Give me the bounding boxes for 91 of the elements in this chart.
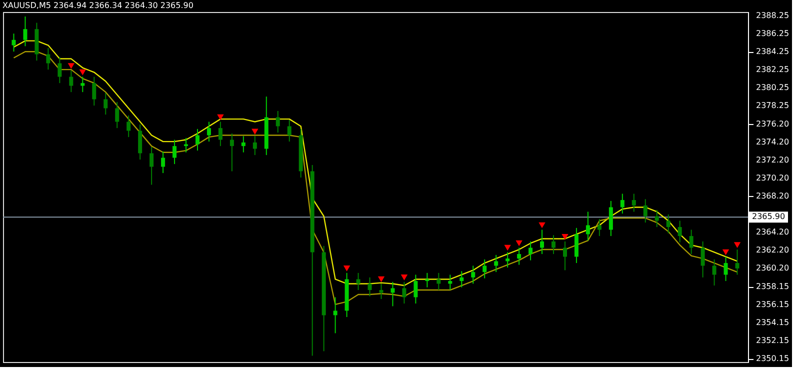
candlestick [252, 136, 257, 156]
candlestick [471, 265, 476, 284]
point [516, 240, 522, 246]
candlestick [92, 76, 96, 106]
candlestick [23, 16, 28, 47]
candlestick [115, 101, 120, 129]
point [400, 274, 408, 280]
candlestick [230, 132, 234, 172]
candlestick [80, 76, 85, 93]
candlestick [58, 56, 62, 84]
candlestick [287, 119, 292, 142]
candlestick [172, 139, 177, 165]
candlestick [368, 276, 372, 297]
candlestick [586, 211, 590, 242]
candlestick [700, 240, 705, 278]
candlestick [494, 254, 498, 273]
candlestick [597, 218, 602, 237]
candlestick [425, 272, 430, 288]
y-tick-label: 2386.25 [756, 29, 790, 38]
y-tick-label: 2374.20 [756, 137, 790, 146]
point [734, 242, 741, 248]
y-tick-label: 2376.20 [756, 119, 790, 128]
candlestick [552, 234, 556, 255]
candlestick [724, 256, 728, 282]
y-tick-label: 2378.25 [756, 101, 790, 110]
candlestick [666, 214, 670, 234]
candlestick [138, 124, 142, 160]
candlestick [276, 110, 280, 134]
point [68, 63, 75, 69]
y-tick-label: 2354.15 [756, 318, 790, 327]
y-tick-label: 2368.20 [756, 191, 790, 200]
chart-title: XAUUSD,M5 2364.94 2366.34 2364.30 2365.90 [2, 1, 194, 10]
candlestick [654, 209, 659, 228]
point [252, 128, 258, 135]
point [378, 276, 385, 282]
point [504, 244, 511, 251]
candlestick [46, 47, 50, 70]
y-tick-label: 2364.20 [756, 227, 790, 236]
candlestick [161, 150, 166, 174]
candlestick [390, 281, 395, 307]
point [562, 234, 568, 240]
candlestick [241, 136, 246, 153]
candlestick [206, 121, 211, 142]
candlestick [150, 146, 154, 186]
y-tick-label: 2380.25 [756, 83, 790, 92]
candlestick [608, 200, 613, 237]
candlestick [69, 70, 74, 93]
candlestick [402, 281, 406, 304]
candlestick [540, 229, 544, 255]
y-tick-label: 2372.20 [756, 155, 790, 164]
candlestick [620, 193, 624, 214]
candlestick [460, 270, 464, 288]
candlestick [414, 274, 418, 304]
candlestick [126, 114, 131, 138]
ref-line-label: 2365.90 [752, 212, 786, 222]
candlestick [333, 296, 338, 334]
candlestick [12, 33, 16, 52]
point [538, 222, 546, 228]
candlestick [218, 121, 222, 147]
point [79, 69, 86, 76]
candlestick [574, 227, 578, 264]
candlestick [104, 92, 108, 116]
candlestick [735, 249, 740, 276]
candlestick [517, 247, 522, 266]
y-tick-label: 2360.20 [756, 263, 790, 272]
y-tick-label: 2382.25 [756, 65, 790, 74]
y-tick-label: 2384.25 [756, 47, 790, 56]
candlestick [195, 128, 200, 152]
candlestick [643, 198, 648, 224]
candlestick [379, 283, 384, 300]
candlestick [448, 274, 452, 291]
candlestick [506, 252, 510, 268]
y-tick-label: 2362.20 [756, 245, 790, 254]
candlestick [632, 193, 636, 212]
point [217, 114, 224, 120]
candlestick [712, 258, 716, 286]
candlestick [528, 240, 533, 261]
y-tick-label: 2350.15 [756, 354, 790, 363]
y-tick-label: 2352.15 [756, 336, 790, 345]
y-tick-label: 2370.20 [756, 173, 790, 182]
y-tick-label: 2358.15 [756, 282, 790, 291]
candlestick [689, 229, 694, 255]
candlestick [562, 240, 567, 271]
candlestick [678, 220, 682, 243]
y-tick-label: 2388.25 [756, 11, 790, 20]
candlestick [436, 272, 441, 291]
candlestick [356, 272, 360, 291]
point [343, 266, 350, 272]
point [722, 249, 730, 256]
candlestick [482, 258, 487, 279]
y-tick-label: 2356.15 [756, 300, 790, 309]
